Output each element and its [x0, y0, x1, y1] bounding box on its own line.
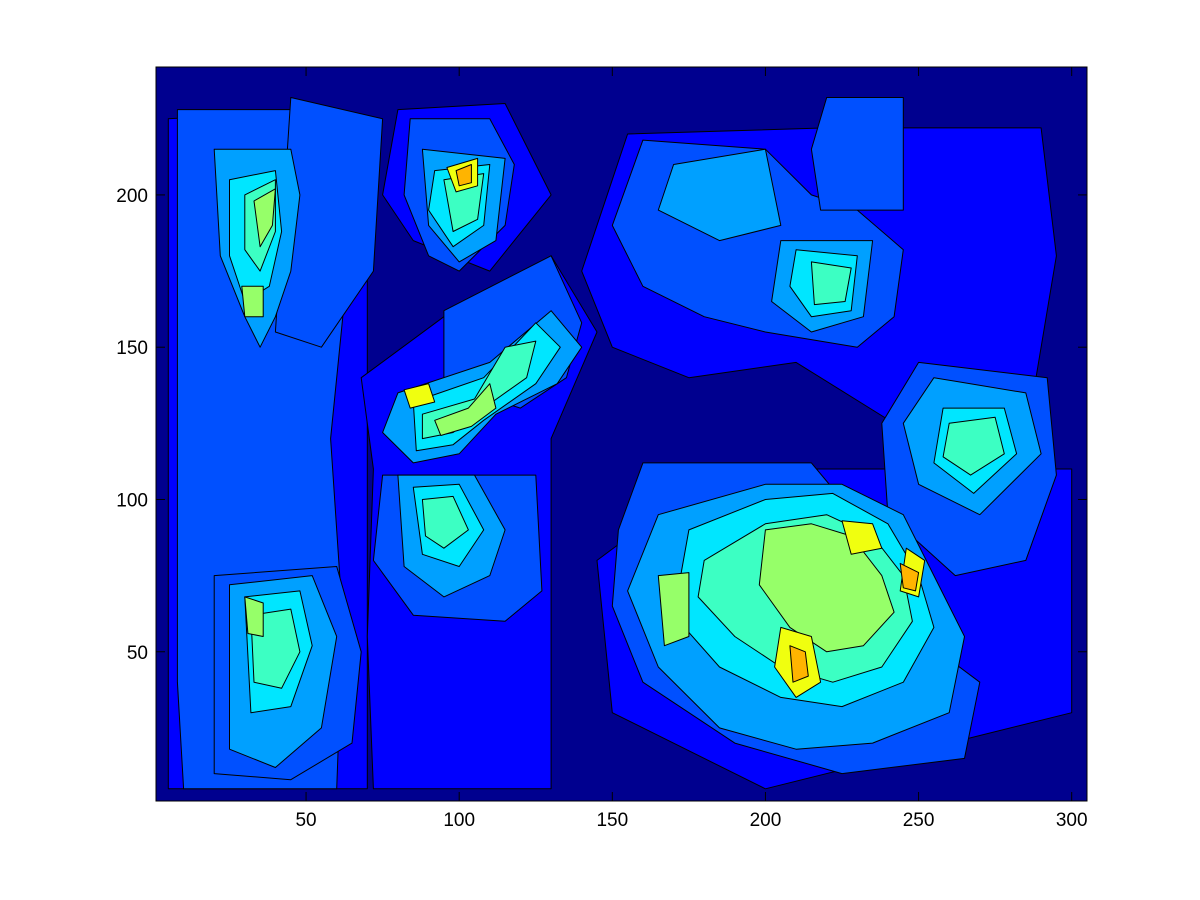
contour-region-level-2 [810, 97, 904, 211]
contour-region-level-8 [455, 164, 472, 187]
x-tick-label: 50 [295, 810, 316, 831]
contour-region-level-5 [421, 495, 469, 549]
contour-region-level-6 [244, 596, 264, 637]
y-tick-label: 50 [127, 643, 148, 664]
x-tick-label: 250 [903, 810, 935, 831]
contour-region-level-6 [241, 285, 264, 318]
contour-region-level-3 [657, 148, 782, 242]
axes-box [155, 66, 1088, 802]
plot-area [156, 67, 1087, 801]
y-tick-label: 100 [116, 490, 148, 511]
contour-regions [167, 97, 1073, 790]
x-tick-label: 150 [596, 810, 628, 831]
axis-tick-labels: 50 100 150 200 250 300 50 100 150 200 [116, 186, 1087, 831]
y-tick-label: 150 [116, 338, 148, 359]
contour-region-level-6 [657, 572, 690, 647]
contour-region-level-6 [434, 383, 497, 436]
contour-region-level-5 [810, 261, 852, 306]
contour-region-level-7 [403, 383, 436, 409]
contour-region-level-7 [841, 520, 883, 555]
contour-region-level-6 [253, 188, 276, 248]
axis-ticks [156, 67, 1087, 801]
contour-region-level-5 [942, 416, 1005, 476]
x-tick-label: 300 [1056, 810, 1088, 831]
contour-region-level-8 [789, 645, 809, 683]
x-tick-label: 100 [443, 810, 475, 831]
contour-region-level-8 [899, 562, 920, 592]
contour-region-level-6 [758, 523, 895, 653]
x-tick-label: 200 [750, 810, 782, 831]
y-tick-label: 200 [116, 186, 148, 207]
